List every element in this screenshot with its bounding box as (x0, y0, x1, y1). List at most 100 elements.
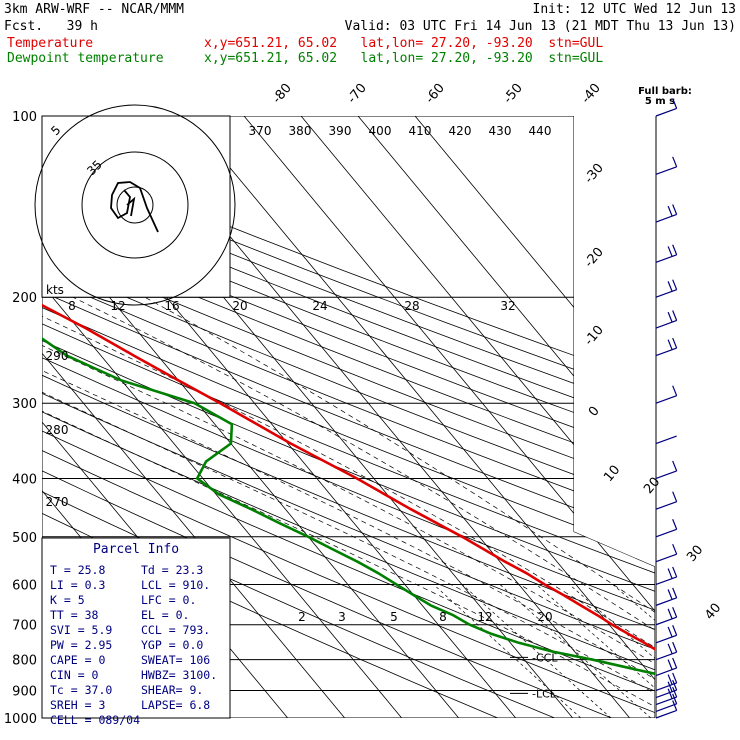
mixing-ratio-label: 12 (477, 610, 492, 624)
wind-barb-flag (667, 339, 673, 350)
mixing-ratio-label: 3 (338, 610, 346, 624)
hodograph-ring (81, 151, 189, 259)
wind-barb-flag (667, 626, 673, 638)
wind-barb-shaft (655, 501, 677, 510)
legend-dewpoint-info: x,y=651.21, 65.02 lat,lon= 27.20, -93.20… (204, 51, 604, 66)
parcel-info-value: YGP = 0.0 (141, 638, 203, 652)
theta-label: 280 (46, 423, 69, 437)
init-time: Init: 12 UTC Wed 12 Jun 13 (532, 2, 737, 17)
pressure-tick-label: 500 (12, 531, 37, 546)
parcel-info-value: SWEAT= 106 (141, 653, 210, 667)
parcel-info-value: LAPSE= 6.8 (141, 698, 210, 712)
wind-barb-shaft (655, 107, 677, 117)
theta-label: 400 (369, 124, 392, 138)
moist-adiabat-label: 28 (404, 299, 419, 313)
mixing-ratio-line (433, 584, 582, 718)
valid-time: Valid: 03 UTC Fri 14 Jun 13 (21 MDT Thu … (344, 19, 736, 34)
isotherm-line (243, 116, 655, 718)
wind-barb-flag (672, 519, 678, 530)
dry-adiabat-line (42, 116, 655, 718)
isotherm-label: 30 (684, 543, 706, 565)
theta-label: 270 (46, 495, 69, 509)
wind-barb-flag (667, 643, 673, 655)
moist-adiabat-line (42, 269, 655, 718)
wind-barb-shaft (655, 528, 677, 538)
moist-adiabat-label: 16 (164, 299, 179, 313)
dry-adiabat-line (42, 116, 655, 718)
wind-barb-shaft (655, 347, 677, 357)
wind-barb-shaft (655, 553, 677, 563)
parcel-info-box (41, 537, 231, 719)
moist-adiabat-line (42, 269, 655, 718)
mixing-ratio-label: 2 (298, 610, 306, 624)
parcel-info-panel: Parcel Info T = 25.8 Td = 23.3 LI = 0.3 LCL … (41, 537, 231, 727)
legend-temperature-label: Temperature (7, 36, 94, 51)
wind-barb-shaft (655, 696, 677, 706)
model-title: 3km ARW-WRF -- NCAR/MMM (4, 2, 185, 17)
moist-adiabat-label: 12 (110, 299, 125, 313)
barb-units: 5 m s (645, 96, 675, 107)
wind-barb-flag (672, 337, 678, 349)
parcel-info-value: CCL = 793. (141, 623, 210, 637)
isotherm-label: -50 (501, 81, 526, 107)
hodograph-ring (34, 104, 236, 306)
wind-barb-shaft (655, 703, 677, 712)
parcel-info-value: SVI = 5.9 (50, 623, 112, 637)
legend-temperature-info: x,y=651.21, 65.02 lat,lon= 27.20, -93.20… (204, 36, 604, 51)
pressure-tick-label: 400 (12, 472, 37, 487)
level-marker-label: -CCL (532, 651, 558, 664)
parcel-info-value: CIN = 0 (50, 668, 99, 682)
wind-barb-flag (667, 589, 673, 600)
wind-barb-flag (672, 460, 678, 472)
pressure-tick-label: 200 (12, 291, 37, 306)
pressure-tick-label: 100 (12, 110, 37, 125)
theta-label: 420 (449, 124, 472, 138)
mixing-ratio-line (461, 584, 612, 718)
dry-adiabat-line (42, 116, 655, 718)
wind-barb-shaft (655, 166, 677, 175)
isotherm-line (0, 116, 3, 718)
isotherm-label: -70 (345, 81, 370, 107)
plot-frame (42, 116, 655, 718)
wind-barb-flag (667, 681, 673, 692)
pressure-tick-label: 700 (12, 619, 37, 634)
wind-barb-shaft (655, 634, 677, 644)
legend-dewpoint-label: Dewpoint temperature (7, 51, 164, 66)
mixing-ratio-line (569, 584, 655, 718)
isotherm-label: 10 (601, 463, 623, 485)
dry-adiabat-line (42, 116, 655, 718)
wind-barb-shaft (655, 576, 677, 586)
chart-grid (0, 116, 655, 718)
isotherm-label: -80 (270, 81, 295, 107)
isotherm-label: -10 (582, 323, 607, 349)
wind-barb-shaft (655, 254, 677, 263)
theta-label: 410 (409, 124, 432, 138)
pressure-tick-label: 1000 (4, 712, 37, 727)
dry-adiabat-line (42, 116, 655, 718)
wind-barb-flag (667, 688, 673, 699)
dry-adiabat-line (42, 116, 655, 718)
parcel-info-value: CELL = 089/04 (50, 713, 140, 727)
mixing-ratio-label: 8 (439, 610, 447, 624)
temperature-line (42, 116, 655, 718)
moist-adiabat-line (92, 269, 655, 718)
wind-barb-flag (667, 659, 673, 670)
wind-barb-flag (672, 607, 678, 618)
wind-barb-flag (672, 657, 678, 669)
isotherm-label: 0 (586, 404, 603, 420)
isotherm-label: -60 (423, 81, 448, 107)
parcel-info-value: CAPE = 0 (50, 653, 105, 667)
mixing-ratio-label: 5 (390, 610, 398, 624)
wind-barb-flag (672, 156, 678, 168)
wind-barb-flag (672, 672, 678, 684)
moist-adiabat-line (42, 269, 655, 718)
wind-barb-flag (672, 679, 678, 691)
hodograph-trace (110, 181, 159, 233)
wind-barb-flag (672, 587, 678, 599)
wind-barb-shaft (655, 470, 677, 480)
isotherm-label: 40 (702, 601, 724, 623)
wind-barb-shaft (655, 682, 677, 692)
wind-barb-shaft (655, 689, 677, 699)
moist-adiabat-line (42, 269, 655, 718)
wind-barb-flag (672, 566, 678, 578)
